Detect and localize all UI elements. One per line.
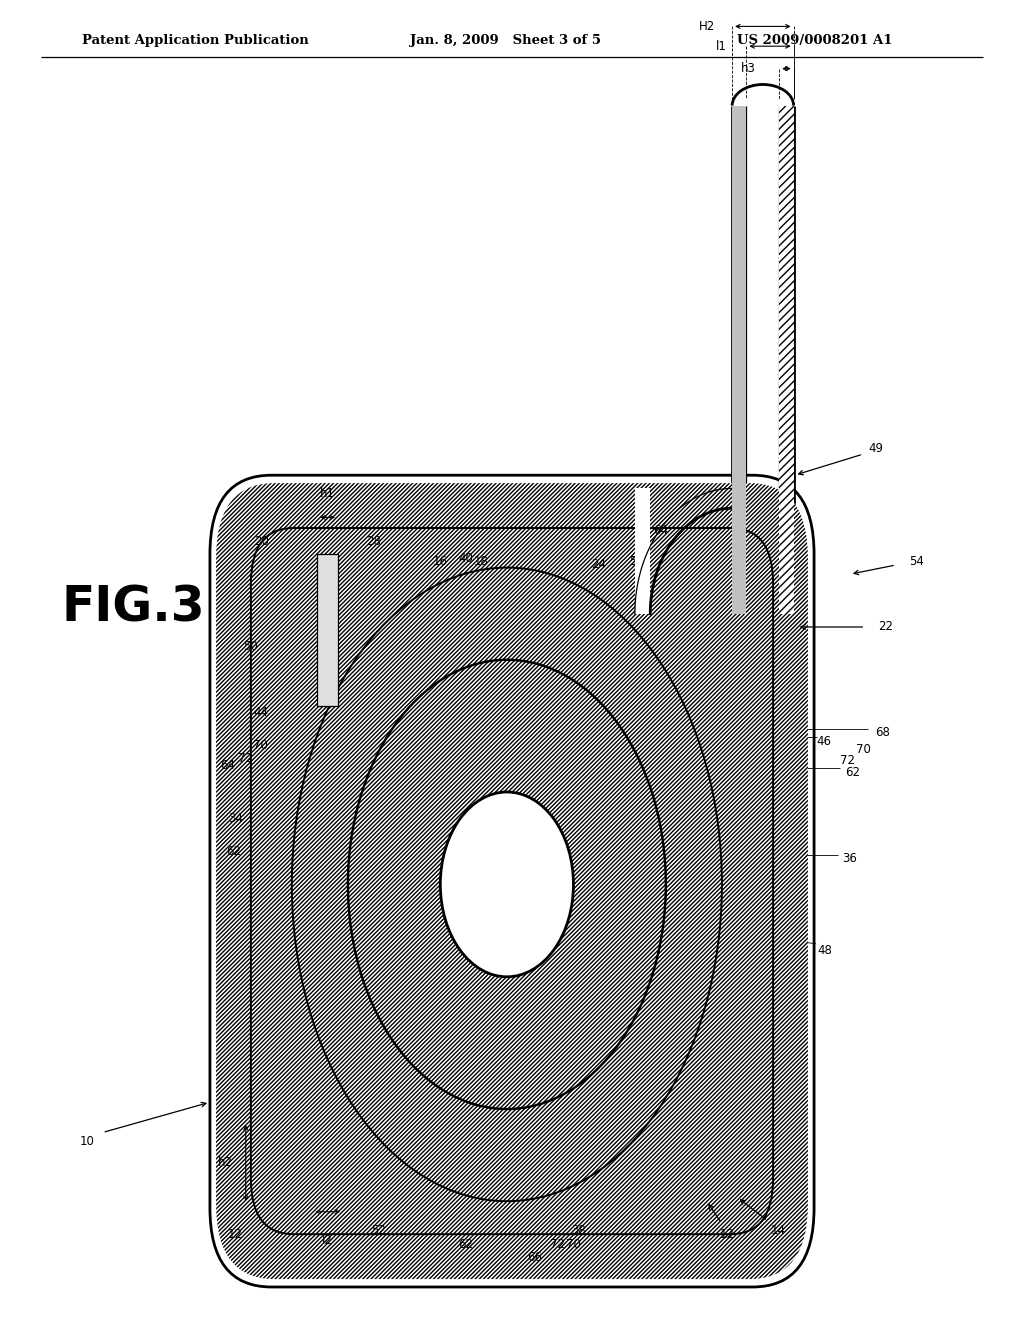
Text: 58: 58 <box>630 554 644 568</box>
Text: 12: 12 <box>720 1228 734 1241</box>
Text: 12: 12 <box>228 1228 243 1241</box>
Text: 72: 72 <box>841 754 855 767</box>
Text: 64: 64 <box>220 759 234 772</box>
Text: 28: 28 <box>367 535 381 548</box>
Text: l1: l1 <box>716 40 726 53</box>
Text: 62: 62 <box>459 1238 473 1251</box>
Bar <box>779 106 794 614</box>
Text: 54: 54 <box>909 554 924 568</box>
Bar <box>635 488 650 614</box>
Text: 49: 49 <box>868 442 883 455</box>
Text: US 2009/0008201 A1: US 2009/0008201 A1 <box>737 34 893 48</box>
Text: 38: 38 <box>571 1224 586 1237</box>
Ellipse shape <box>440 792 573 977</box>
Text: 62: 62 <box>846 766 860 779</box>
Text: Jan. 8, 2009   Sheet 3 of 5: Jan. 8, 2009 Sheet 3 of 5 <box>410 34 601 48</box>
Text: l2: l2 <box>323 1234 333 1247</box>
Text: 66: 66 <box>527 1251 542 1265</box>
Ellipse shape <box>348 660 666 1109</box>
Text: 36: 36 <box>843 851 857 865</box>
Text: 46: 46 <box>817 735 831 748</box>
Text: 62: 62 <box>226 845 241 858</box>
Text: 70: 70 <box>253 739 267 752</box>
Text: 72: 72 <box>550 1238 564 1251</box>
Text: 48: 48 <box>817 944 831 957</box>
Bar <box>732 106 746 614</box>
Text: 44: 44 <box>254 706 268 719</box>
Text: 52: 52 <box>372 1224 386 1237</box>
Text: 34: 34 <box>228 812 243 825</box>
Text: 68: 68 <box>876 726 890 739</box>
Text: 22: 22 <box>879 620 893 634</box>
Text: 20: 20 <box>254 535 268 548</box>
Ellipse shape <box>348 660 666 1109</box>
Text: 72: 72 <box>239 752 253 766</box>
Text: 40: 40 <box>459 552 473 565</box>
Text: 70: 70 <box>566 1238 581 1251</box>
Ellipse shape <box>292 568 722 1201</box>
Text: 16: 16 <box>433 554 447 568</box>
FancyBboxPatch shape <box>216 483 808 1279</box>
Text: 10: 10 <box>80 1135 94 1148</box>
Bar <box>317 554 338 706</box>
Text: H2: H2 <box>698 20 715 33</box>
Text: h2: h2 <box>218 1156 232 1170</box>
FancyBboxPatch shape <box>210 475 814 1287</box>
Text: 64: 64 <box>653 524 668 537</box>
Text: FIG.3: FIG.3 <box>61 583 205 631</box>
Text: 50: 50 <box>244 640 258 653</box>
Text: h3: h3 <box>741 62 756 75</box>
Text: h1: h1 <box>321 487 335 500</box>
Text: 14: 14 <box>771 1224 785 1237</box>
Text: Patent Application Publication: Patent Application Publication <box>82 34 308 48</box>
Text: 24: 24 <box>592 558 606 572</box>
Text: 70: 70 <box>856 743 870 756</box>
Text: 18: 18 <box>474 554 488 568</box>
